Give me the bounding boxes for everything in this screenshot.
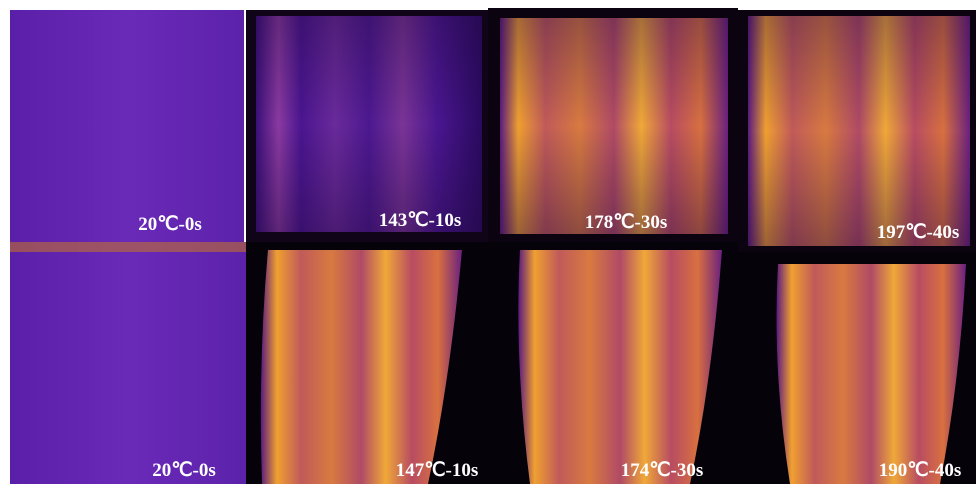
panel-label: 20℃-0s bbox=[152, 460, 216, 481]
shading bbox=[748, 16, 970, 246]
edge bbox=[10, 242, 246, 252]
panel-label: 147℃-10s bbox=[396, 460, 479, 481]
cone bbox=[260, 250, 462, 484]
thermal-image bbox=[10, 242, 246, 484]
panel-label: 143℃-10s bbox=[379, 210, 462, 231]
panel-label: 174℃-30s bbox=[621, 460, 704, 481]
thermal-image bbox=[10, 10, 244, 242]
cone bbox=[776, 264, 966, 484]
panel-label: 20℃-0s bbox=[138, 214, 202, 235]
cone bbox=[518, 250, 722, 484]
shading bbox=[256, 16, 482, 232]
shading bbox=[500, 18, 728, 234]
panel-label: 178℃-30s bbox=[585, 212, 668, 233]
panel-label: 190℃-40s bbox=[879, 460, 962, 481]
panel-label: 197℃-40s bbox=[877, 222, 960, 243]
